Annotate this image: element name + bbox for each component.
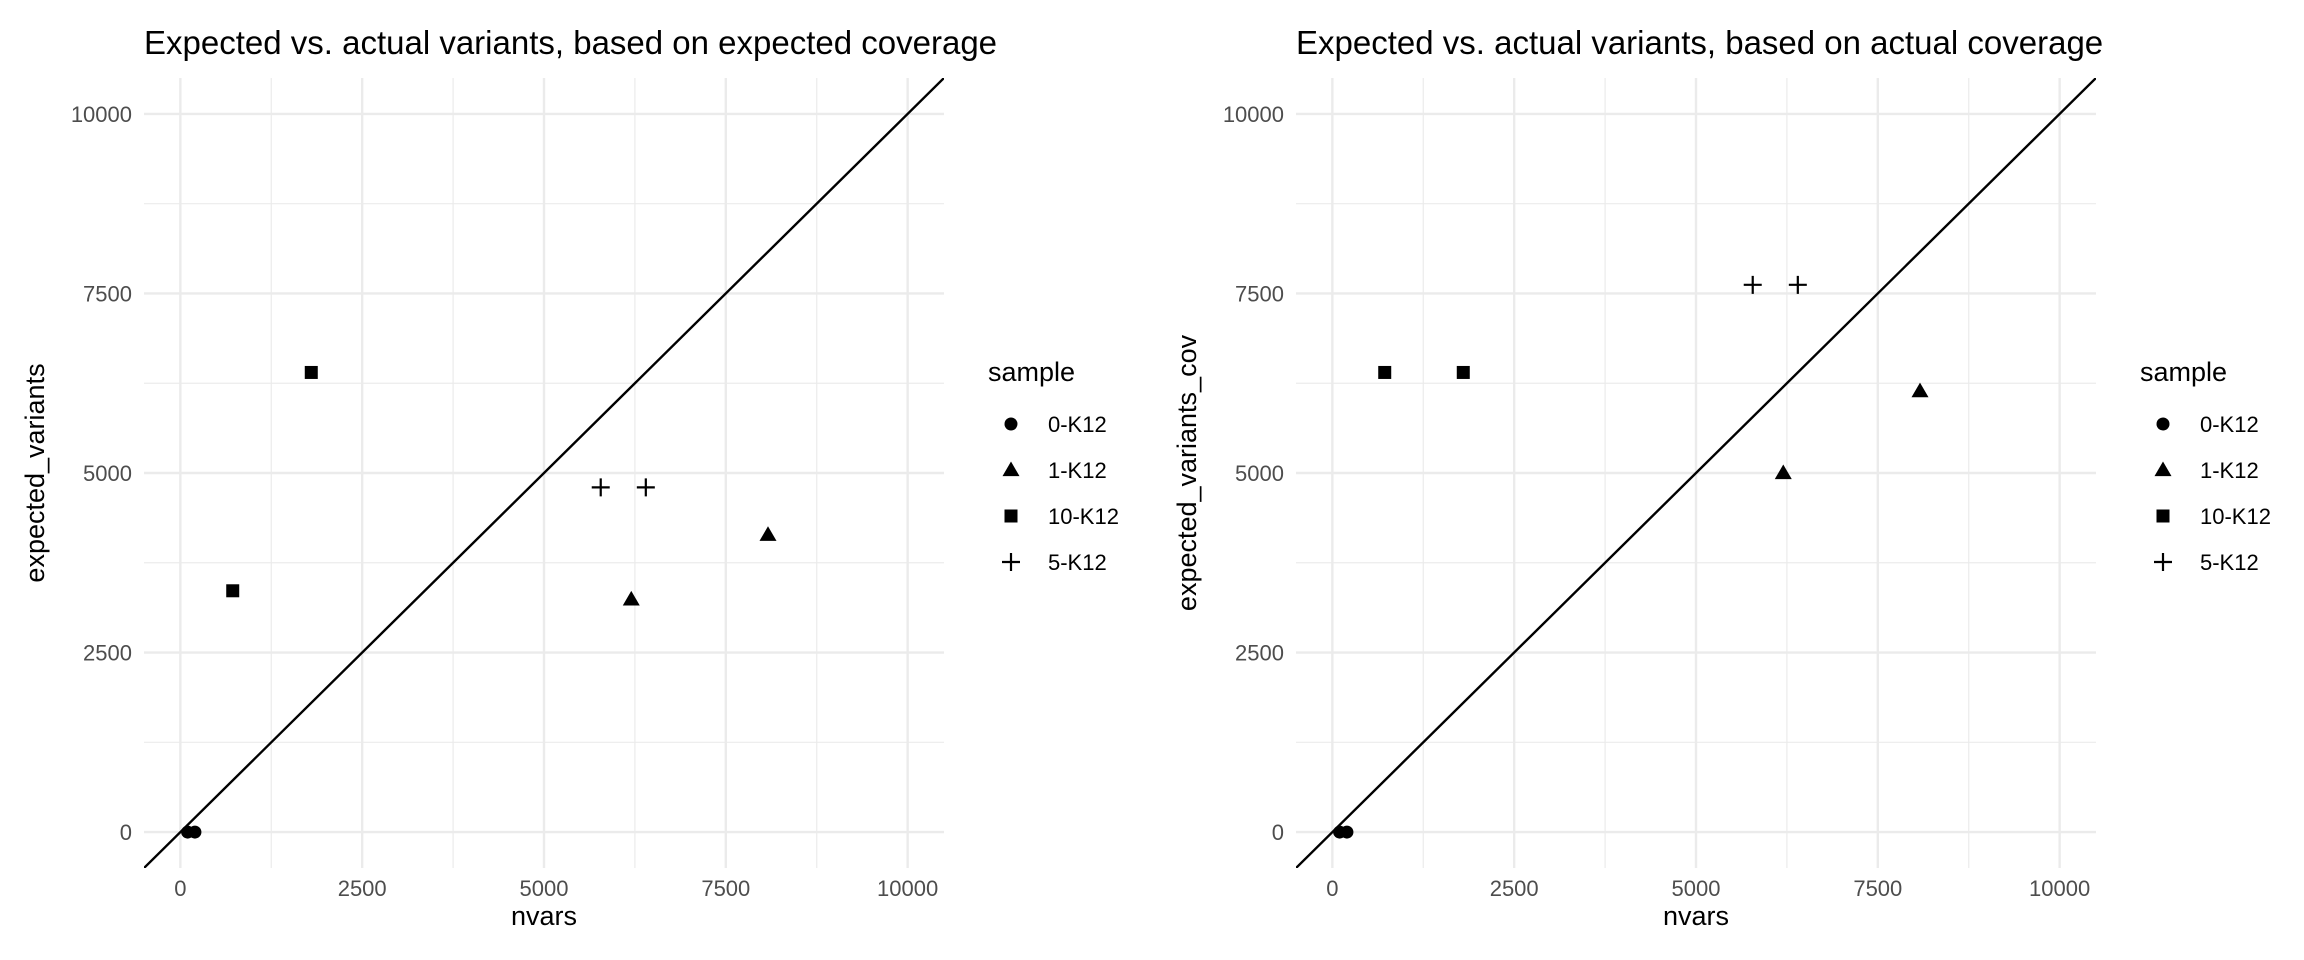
chart-0-x-tick-label: 0 [174,876,186,901]
chart-0-y-axis-label: expected_variants [20,363,50,582]
chart-0-grid [144,78,944,868]
chart-1-x-tick-label: 2500 [1490,876,1539,901]
chart-0-point-10-K12 [304,365,318,379]
chart-1-y-tick-label: 10000 [1223,102,1284,127]
chart-1-legend: sample 0-K12 1-K12 10-K12 5-K12 [2140,357,2271,575]
chart-0-point-1-K12 [622,590,640,606]
chart-0-legend-label-0-K12: 0-K12 [1048,412,1107,437]
chart-1-x-tick-label: 5000 [1672,876,1721,901]
chart-0-y-tick-label: 7500 [83,281,132,306]
chart-0-legend-key-0-K12 [1004,417,1018,431]
chart-0-point-1-K12 [759,526,777,541]
chart-1-x-tick-label: 10000 [2029,876,2090,901]
chart-1-x-tick-label: 7500 [1853,876,1902,901]
chart-0-legend-key-10-K12 [1004,509,1018,523]
chart-panel-expected-coverage: 0 2500 5000 7500 10000 0 2500 5000 7500 10000 Expe… [20,24,1119,931]
chart-0-legend: sample 0-K12 1-K12 10-K12 5-K12 [988,357,1119,575]
chart-0-x-tick-label: 7500 [701,876,750,901]
chart-1-legend-label-5-K12: 5-K12 [2200,550,2259,575]
chart-1-point-1-K12 [1774,464,1792,480]
chart-1-legend-key-10-K12 [2156,509,2170,523]
chart-0-point-0-K12 [188,825,202,839]
chart-1-y-tick-label: 2500 [1235,641,1284,666]
chart-0-x-tick-label: 2500 [338,876,387,901]
chart-1-legend-label-0-K12: 0-K12 [2200,412,2259,437]
chart-0-legend-label-5-K12: 5-K12 [1048,550,1107,575]
chart-0-y-tick-label: 2500 [83,641,132,666]
chart-1-y-axis-label: expected_variants_cov [1172,334,1202,611]
chart-0-y-tick-label: 5000 [83,461,132,486]
chart-0-point-5-K12 [591,478,610,497]
chart-1-y-tick-label: 5000 [1235,461,1284,486]
chart-1-y-tick-label: 0 [1272,820,1284,845]
chart-0-legend-title: sample [988,357,1075,387]
chart-0-x-tick-label: 10000 [877,876,938,901]
chart-1-legend-label-1-K12: 1-K12 [2200,458,2259,483]
chart-1-point-0-K12 [1340,825,1354,839]
chart-1-point-1-K12 [1911,382,1929,398]
chart-1-x-tick-label: 0 [1326,876,1338,901]
chart-panel-actual-coverage: 0 2500 5000 7500 10000 0 2500 5000 7500 10000 Expe… [1152,0,2304,960]
chart-0-legend-key-1-K12 [1002,461,1020,477]
chart-1-legend-key-1-K12 [2154,461,2172,477]
chart-0-point-10-K12 [226,584,240,598]
chart-0-x-axis-label: nvars [511,901,577,931]
chart-0-legend-label-1-K12: 1-K12 [1048,458,1107,483]
chart-0-point-5-K12 [636,478,655,497]
chart-0-legend-key-5-K12 [1002,553,1020,571]
chart-0-points [181,365,777,839]
chart-1-title: Expected vs. actual variants, based on a… [1296,24,2103,61]
chart-0-legend-label-10-K12: 10-K12 [1048,504,1119,529]
chart-0-y-tick-label: 10000 [71,102,132,127]
chart-1-legend-title: sample [2140,357,2227,387]
chart-1-legend-key-0-K12 [2156,417,2170,431]
chart-1-x-axis-label: nvars [1663,901,1729,931]
chart-1-point-5-K12 [1788,275,1807,294]
chart-0-x-tick-label: 5000 [520,876,569,901]
chart-1-point-10-K12 [1456,365,1470,379]
scatter-chart-actual-coverage: 0 2500 5000 7500 10000 0 2500 5000 7500 10000 Expe… [1172,24,2271,931]
chart-1-points [1333,275,1929,839]
chart-1-legend-key-5-K12 [2154,553,2172,571]
chart-1-grid [1296,78,2096,868]
chart-1-y-tick-label: 7500 [1235,281,1284,306]
chart-0-y-tick-label: 0 [120,820,132,845]
chart-1-legend-label-10-K12: 10-K12 [2200,504,2271,529]
chart-1-point-5-K12 [1743,275,1762,294]
chart-0-identity-line [144,78,944,868]
chart-1-identity-line [1296,78,2096,868]
chart-0-title: Expected vs. actual variants, based on e… [144,24,997,61]
scatter-chart-expected-coverage: 0 2500 5000 7500 10000 0 2500 5000 7500 10000 Expe… [20,24,1119,931]
chart-1-point-10-K12 [1378,365,1392,379]
